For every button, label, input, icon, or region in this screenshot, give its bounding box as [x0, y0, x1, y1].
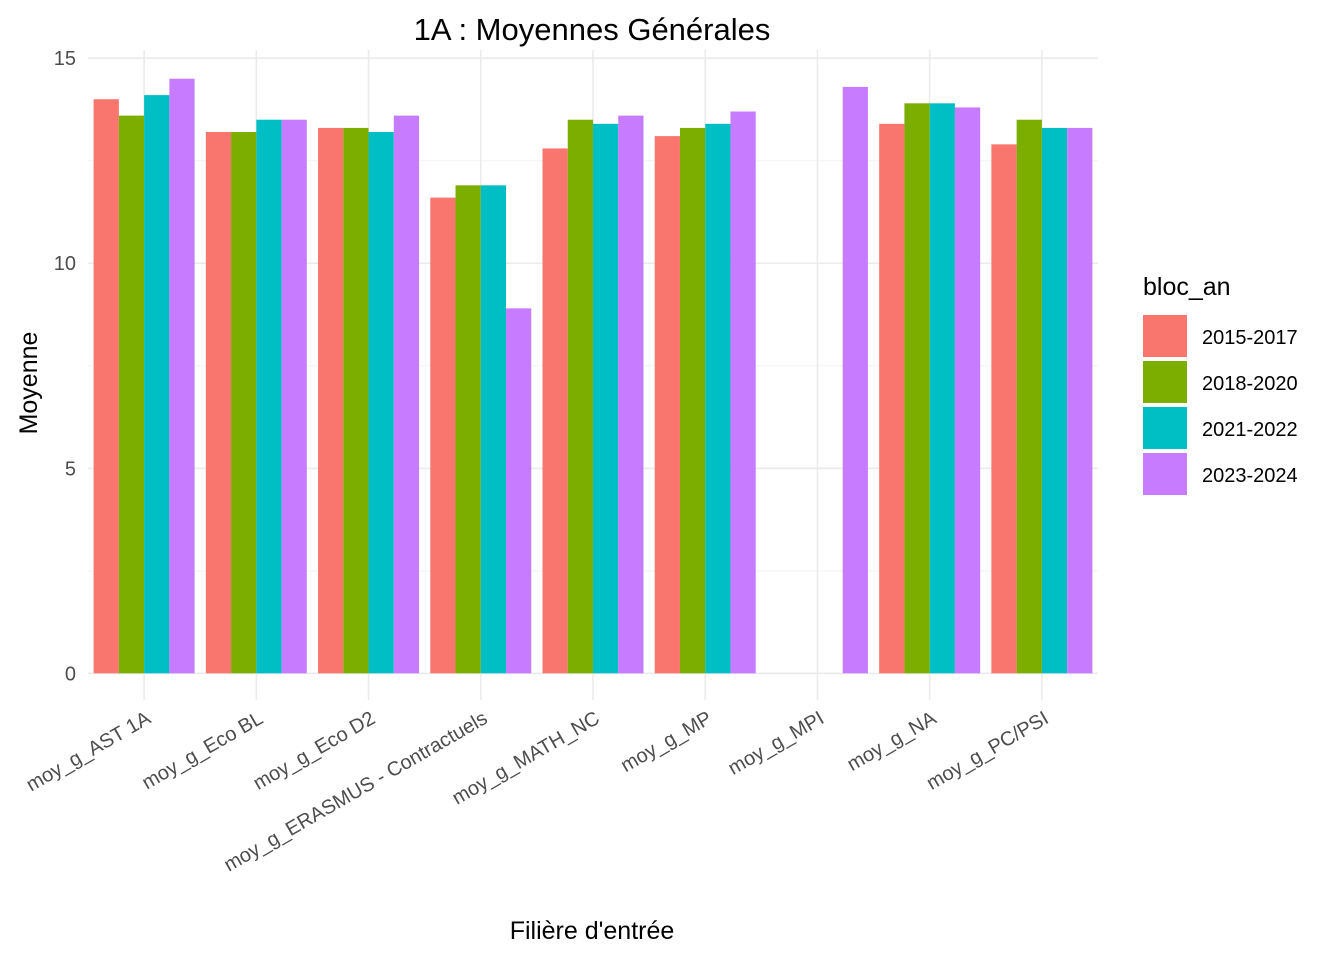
bar: [393, 115, 420, 674]
legend-key: [1143, 315, 1187, 357]
bar: [1016, 119, 1042, 674]
bar: [455, 185, 481, 674]
bar: [480, 185, 507, 674]
bar: [430, 197, 456, 674]
bar: [879, 123, 905, 674]
bar: [567, 119, 593, 674]
x-tick-label: moy_g_MP: [617, 707, 716, 777]
bar: [231, 132, 257, 674]
bar: [954, 107, 981, 674]
bar: [929, 103, 955, 674]
y-tick-label: 15: [54, 48, 76, 70]
bar: [1067, 127, 1093, 674]
bar: [256, 119, 282, 674]
bar: [654, 136, 680, 674]
bar: [506, 308, 532, 674]
bar: [343, 127, 369, 674]
legend: bloc_an 2015-2017 2018-2020 2021-2022 2023-…: [1143, 273, 1298, 495]
legend-label: 2023-2024: [1202, 465, 1298, 487]
bar: [169, 78, 195, 674]
bar: [991, 144, 1017, 674]
bar: [679, 127, 706, 674]
legend-key: [1143, 361, 1187, 403]
bar: [118, 115, 145, 674]
bar: [1041, 127, 1068, 674]
bar: [618, 115, 644, 674]
bar: [842, 86, 868, 674]
y-tick-label: 10: [54, 253, 76, 275]
y-tick-label: 0: [65, 663, 76, 685]
bar: [705, 123, 731, 674]
x-tick-label: moy_g_PC/PSI: [923, 707, 1052, 794]
chart-title: 1A : Moyennes Générales: [414, 12, 771, 47]
bar: [904, 103, 930, 674]
bar: [281, 119, 307, 674]
legend-items: 2015-2017 2018-2020 2021-2022 2023-2024: [1143, 315, 1298, 495]
bar: [318, 127, 344, 674]
y-axis-title: Moyenne: [15, 332, 43, 435]
x-tick-label: moy_g_Eco BL: [138, 707, 266, 794]
bar: [730, 111, 756, 674]
legend-label: 2015-2017: [1202, 327, 1298, 349]
y-axis-ticks: 0 5 10 15: [54, 48, 76, 685]
legend-label: 2018-2020: [1202, 373, 1298, 395]
x-tick-label: moy_g_AST 1A: [23, 707, 156, 796]
bar: [93, 99, 119, 674]
x-axis-title: Filière d'entrée: [510, 917, 675, 945]
bar: [144, 95, 170, 674]
bar: [593, 123, 619, 674]
legend-title: bloc_an: [1143, 273, 1231, 301]
bar: [542, 148, 568, 674]
bar: [368, 132, 394, 674]
bars: [93, 78, 1093, 674]
legend-label: 2021-2022: [1202, 419, 1298, 441]
x-tick-label: moy_g_MPI: [725, 707, 828, 779]
bar: [205, 132, 232, 674]
y-tick-label: 5: [65, 458, 76, 480]
x-tick-label: moy_g_NA: [843, 707, 940, 776]
legend-key: [1143, 453, 1187, 495]
legend-key: [1143, 407, 1187, 449]
